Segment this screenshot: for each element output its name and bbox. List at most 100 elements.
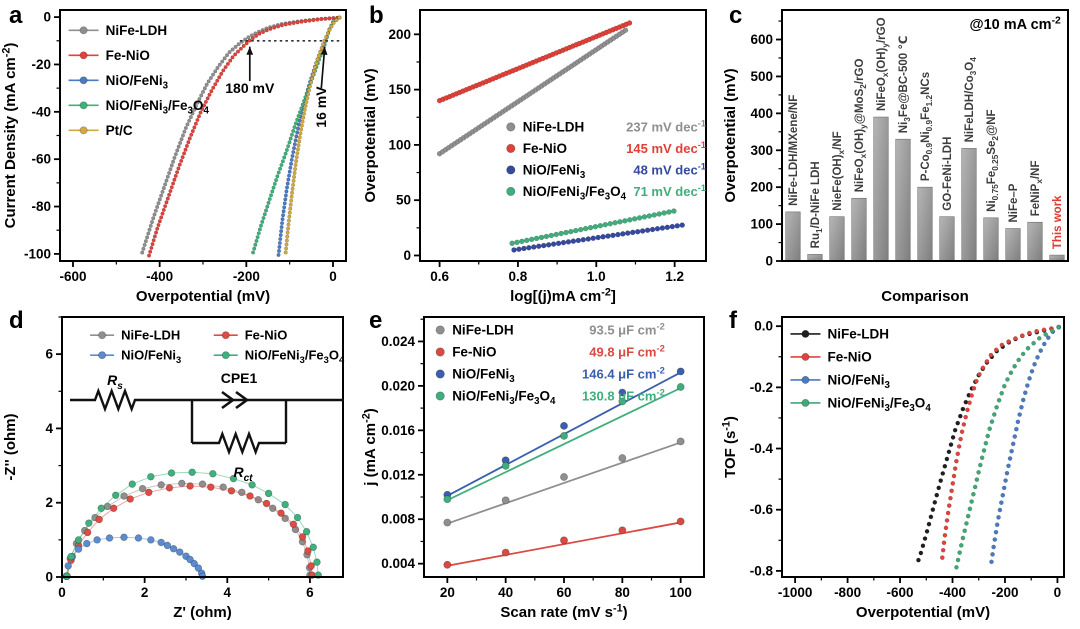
y-tick-label: 0 [403,248,411,263]
circuit-label-cpe: CPE1 [221,370,258,386]
x-tick-label: 6 [306,585,314,600]
x-tick-label: 1.0 [587,269,606,284]
series-NiFe-LDH [436,27,629,157]
legend-value: 71 mV dec-1 [633,183,706,199]
plot-frame [423,316,705,578]
bar [785,211,801,262]
bar [851,197,867,262]
y-tick-label: 6 [45,347,53,362]
x-tick-label: 60 [556,585,571,600]
legend-value: 48 mV dec-1 [633,162,706,178]
panel-f: -1000 -800 -600 -400 -200 0 0.0 -0.2 -0.4 -0.6 -0.… [720,305,1080,629]
plot-frame [781,9,1069,262]
legend-label: NiO/FeNi3 [827,372,890,391]
bar-label: NiFeLDH/Co3O4 [964,57,978,143]
y-tick-label: -0.6 [750,502,774,517]
axes: -1000 -800 -600 -400 -200 0 0.0 -0.2 -0.4 -0.6 -0.… [720,319,1061,621]
plot-frame [61,316,344,578]
y-tick-label: 0.020 [381,378,415,393]
bar-label: P-Co0.9Ni0.9Fe1.2NCs [920,72,934,181]
bar [873,116,889,262]
y-tick-label: 0.024 [381,334,415,349]
legend-value: 237 mV dec-1 [626,119,706,135]
y-tick-label: -20 [31,57,51,72]
y-tick-label: -100 [24,246,51,261]
y-tick-label: 300 [750,143,773,158]
x-axis-label: Scan rate (mV s-1) [500,602,627,621]
circuit-label-rs: Rs [107,372,123,392]
y-tick-label: -0.2 [750,380,773,395]
x-tick-label: -200 [233,269,260,284]
legend-value: 145 mV dec-1 [626,140,706,156]
x-axis-label: Overpotential (mV) [136,288,270,305]
x-tick-label: 20 [440,585,455,600]
x-tick-label: 0.6 [430,269,449,284]
y-axis-label: TOF (s-1) [720,416,739,478]
x-axis-label: Z' (ohm) [173,604,232,621]
panel-letter-b: b [369,2,384,29]
bar [917,186,933,262]
legend-label: NiO/FeNi3/Fe3O4 [245,348,345,366]
series-NiO/FeNi3/Fe3O4 [443,383,685,504]
y-tick-label: 2 [45,495,53,510]
series-NiFe-LDH [140,15,340,255]
y-tick-label: 200 [750,180,773,195]
y-tick-label: 0.004 [381,556,415,571]
panel-f-chart: -1000 -800 -600 -400 -200 0 0.0 -0.2 -0.4 -0.6 -0.… [720,316,1065,621]
series-Fe-NiO [436,20,633,104]
x-tick-label: 0.8 [509,269,528,284]
legend-label: NiO/FeNi3/Fe3O4 [106,98,210,117]
bar [1027,221,1043,262]
legend-label: Fe-NiO [827,349,871,364]
y-tick-label: 0.012 [381,467,415,482]
series-NiO/FeNi3 [989,324,1062,565]
y-tick-label: -0.4 [750,441,774,456]
series-Fe-NiO [443,517,685,569]
legend-label: NiO/FeNi3/Fe3O4 [452,389,556,408]
legend-label: NiO/FeNi3/Fe3O4 [523,184,627,203]
panel-b-chart: 0.6 0.8 1.0 1.2 0 50 100 150 200 log[(j)mA cm-2] O… [362,9,707,305]
legend-label: NiO/FeNi3 [106,73,169,92]
bar-label: FeNiPx/NF [1030,161,1044,217]
y-tick-label: 100 [750,217,773,232]
annotations: @10 mA cm-2 [969,15,1061,33]
bar [961,148,977,262]
bar [895,138,911,262]
panel-c-chart: 0 100 200 300 400 500 600 Comparison Overpotenti… [722,9,1069,305]
plot-frame [781,316,1065,578]
x-axis-label: log[(j)mA cm-2] [510,286,616,305]
y-tick-label: -80 [31,199,51,214]
x-axis-label: Overpotential (mV) [856,604,990,621]
plot-frame [419,9,707,262]
series-Fe-NiO [939,324,1062,560]
y-tick-label: -40 [31,104,51,119]
bars: NiFe-LDH/MXene/NF Ru1/D-NiFe LDH NieFe(OH)… [785,17,1065,262]
legend-label: Fe-NiO [245,328,288,343]
bar [1005,228,1021,262]
legend-value: 93.5 μF cm-2 [589,322,665,338]
x-tick-label: 4 [224,585,232,600]
series-NiO/FeNi3/Fe3O4 [954,324,1062,570]
legend-label: NiFe-LDH [523,119,585,134]
annotation-text: @10 mA cm-2 [969,15,1061,33]
panel-letter-d: d [9,307,24,334]
series-NiO/FeNi3/Fe3O4 [509,208,677,247]
y-tick-label: 0.0 [754,319,773,334]
bar-label: NiFeOx(OH)y@MoS2/rGO [854,59,868,193]
bar-label: NiFe-LDH/MXene/NF [788,95,800,206]
x-axis-label: Comparison [881,288,969,305]
series-NiO/FeNi3 [276,15,342,257]
bar-label: NieFe(OH)x/NF [832,131,846,210]
bar-label: NiFeOx(OH)y/rGO [876,17,890,111]
x-tick-label: 0 [329,269,337,284]
legend: NiFe-LDH 237 mV dec-1 Fe-NiO 145 mV dec-1 Ni… [506,119,706,203]
annotation-text: 180 mV [225,80,275,96]
x-tick-label: 1.2 [665,269,684,284]
legend-label: NiFe-LDH [106,23,168,38]
x-tick-label: -600 [887,585,914,600]
series-NiFe-LDH [443,437,685,527]
annotation-text: 16 mV [313,86,329,128]
panel-a: -600 -400 -200 0 0 -20 -40 -60 -80 -100 Overpotent… [0,0,360,305]
legend-value: 49.8 μF cm-2 [589,344,665,360]
